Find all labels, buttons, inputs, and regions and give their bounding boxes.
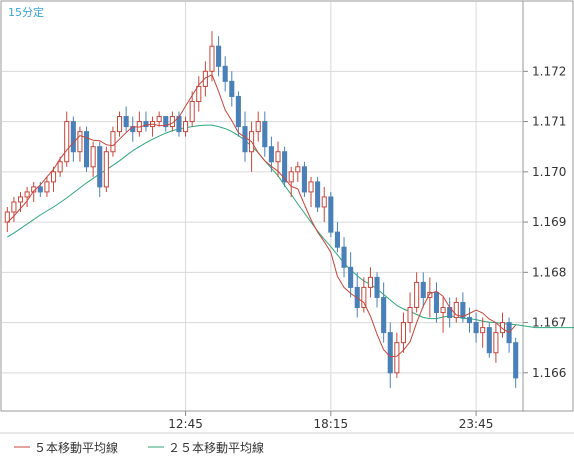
candle-body [328, 196, 334, 233]
candle-body [262, 121, 268, 148]
plot-area [0, 0, 524, 412]
candle-body [486, 327, 492, 354]
candle-body [44, 181, 50, 193]
ma5-layer [6, 74, 517, 358]
candle-body [334, 231, 340, 248]
price-axis-area [522, 0, 574, 412]
candle-body [229, 80, 235, 97]
candle-body [103, 151, 109, 188]
candle-body [216, 45, 222, 67]
candle-body [83, 131, 90, 168]
candle-body [116, 116, 123, 133]
candle-body [394, 342, 400, 374]
x-tick-label: 23:45 [459, 417, 494, 431]
candle-body [341, 246, 347, 268]
candle-body [97, 146, 103, 188]
candle-body [143, 121, 149, 128]
x-tick-label: 12:45 [168, 417, 203, 431]
candle-body [453, 301, 459, 319]
candle-body [407, 307, 413, 324]
candle-body [183, 121, 189, 133]
candle-body [315, 181, 321, 208]
y-tick-label: 1.168 [532, 265, 566, 279]
candle-body [90, 146, 96, 168]
y-tick-label: 1.167 [532, 316, 566, 330]
candle-body [348, 266, 354, 288]
legend-label-ma5: ５本移動平均線 [34, 440, 118, 455]
candle-body [275, 151, 281, 163]
candle-body [202, 70, 208, 87]
x-tick-label: 18:15 [314, 417, 349, 431]
candle-body [414, 281, 420, 308]
legend: ５本移動平均線 ２５本移動平均線 [14, 440, 264, 455]
candle-body [282, 151, 288, 183]
candle-body [156, 116, 162, 123]
candle-body [420, 281, 426, 298]
candle-body [427, 291, 433, 298]
candle-body [123, 116, 129, 128]
candle-body [242, 126, 248, 153]
candle-body [493, 332, 499, 354]
timeframe-label: 15分定 [8, 5, 44, 19]
candle-layer [4, 31, 519, 388]
candle-body [513, 342, 519, 379]
candle-body [321, 196, 327, 208]
candle-body [381, 296, 387, 334]
candle-body [400, 322, 407, 344]
candle-body [77, 131, 83, 153]
legend-label-ma25: ２５本移動平均線 [168, 440, 264, 455]
candle-body [196, 85, 202, 102]
candle-body [163, 116, 169, 128]
candle-body [499, 322, 506, 334]
candle-body [460, 301, 466, 319]
candle-body [235, 95, 241, 128]
candle-body [64, 121, 70, 163]
y-tick-label: 1.170 [532, 165, 566, 179]
candle-body [17, 196, 24, 203]
candle-body [301, 166, 307, 193]
candle-body [466, 317, 473, 324]
candle-body [367, 276, 373, 288]
candle-body [189, 100, 195, 123]
y-tick-labels: 1.172 1.171 1.170 1.169 1.168 1.167 1.166 [532, 64, 566, 380]
candle-body [209, 45, 215, 72]
candle-body [50, 171, 57, 183]
candle-body [110, 131, 116, 153]
y-tick-label: 1.172 [532, 64, 566, 78]
y-tick-label: 1.166 [532, 366, 566, 380]
candle-body [433, 291, 440, 314]
candle-body [222, 65, 228, 82]
candle-body [37, 186, 43, 193]
candle-body [308, 181, 314, 193]
ma5-line [6, 74, 517, 358]
candle-body [473, 322, 479, 334]
candle-body [440, 307, 446, 314]
candle-body [268, 146, 274, 163]
candle-body [361, 286, 367, 308]
candle-body [24, 191, 30, 198]
candle-body [480, 327, 486, 334]
candle-body [70, 121, 76, 153]
candle-body [387, 332, 393, 374]
candle-body [374, 276, 380, 298]
candle-body [11, 201, 17, 213]
candle-body [57, 161, 63, 173]
candle-body [288, 171, 294, 183]
candle-body [255, 121, 261, 133]
y-tick-label: 1.169 [532, 215, 566, 229]
candle-body [295, 166, 301, 173]
y-tick-label: 1.171 [532, 115, 566, 129]
